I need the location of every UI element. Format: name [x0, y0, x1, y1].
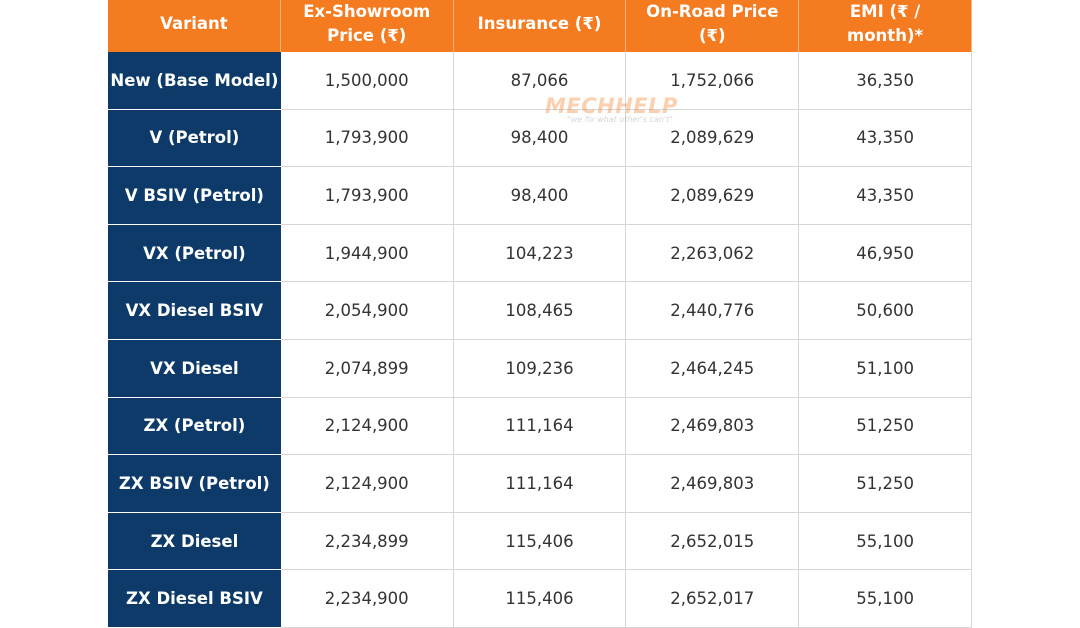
value-cell: 115,406	[453, 512, 627, 571]
value-cell: 43,350	[799, 167, 972, 225]
value-cell: 2,469,803	[626, 455, 800, 513]
value-cell: 1,793,900	[280, 109, 454, 168]
value-cell: 55,100	[799, 570, 972, 628]
value-cell: 2,464,245	[626, 340, 800, 398]
variant-cell: V (Petrol)	[108, 109, 281, 168]
value-cell: 1,944,900	[280, 224, 454, 283]
value-cell: 46,950	[799, 224, 972, 283]
value-cell: 43,350	[799, 109, 972, 168]
variant-cell: VX Diesel BSIV	[108, 282, 281, 340]
value-cell: 109,236	[453, 340, 627, 398]
variant-cell: VX Diesel	[108, 340, 281, 398]
value-cell: 104,223	[453, 224, 627, 283]
value-cell: 98,400	[453, 167, 627, 225]
value-cell: 108,465	[453, 282, 627, 340]
value-cell: 51,100	[799, 340, 972, 398]
value-cell: 111,164	[453, 397, 627, 456]
value-cell: 55,100	[799, 512, 972, 571]
header-cell: Variant	[108, 0, 281, 52]
value-cell: 2,652,017	[626, 570, 800, 628]
variant-cell: VX (Petrol)	[108, 224, 281, 283]
value-cell: 2,469,803	[626, 397, 800, 456]
value-cell: 2,652,015	[626, 512, 800, 571]
header-cell: Ex-Showroom Price (₹)	[280, 0, 454, 52]
value-cell: 51,250	[799, 397, 972, 456]
header-cell: On-Road Price (₹)	[626, 0, 800, 52]
value-cell: 1,500,000	[280, 52, 454, 110]
value-cell: 87,066	[453, 52, 627, 110]
variant-cell: V BSIV (Petrol)	[108, 167, 281, 225]
value-cell: 1,793,900	[280, 167, 454, 225]
variant-cell: New (Base Model)	[108, 52, 281, 110]
variant-cell: ZX Diesel BSIV	[108, 570, 281, 628]
header-cell: EMI (₹ / month)*	[799, 0, 972, 52]
value-cell: 2,234,899	[280, 512, 454, 571]
value-cell: 115,406	[453, 570, 627, 628]
value-cell: 1,752,066	[626, 52, 800, 110]
value-cell: 98,400	[453, 109, 627, 168]
value-cell: 2,089,629	[626, 109, 800, 168]
value-cell: 2,440,776	[626, 282, 800, 340]
value-cell: 36,350	[799, 52, 972, 110]
value-cell: 2,124,900	[280, 455, 454, 513]
value-cell: 50,600	[799, 282, 972, 340]
variant-cell: ZX Diesel	[108, 512, 281, 571]
value-cell: 2,074,899	[280, 340, 454, 398]
value-cell: 2,234,900	[280, 570, 454, 628]
variant-cell: ZX (Petrol)	[108, 397, 281, 456]
value-cell: 51,250	[799, 455, 972, 513]
value-cell: 2,263,062	[626, 224, 800, 283]
value-cell: 2,124,900	[280, 397, 454, 456]
header-cell: Insurance (₹)	[453, 0, 627, 52]
value-cell: 111,164	[453, 455, 627, 513]
value-cell: 2,054,900	[280, 282, 454, 340]
page: Variant Ex-Showroom Price (₹) Insurance (₹…	[108, 0, 972, 628]
value-cell: 2,089,629	[626, 167, 800, 225]
variant-cell: ZX BSIV (Petrol)	[108, 455, 281, 513]
